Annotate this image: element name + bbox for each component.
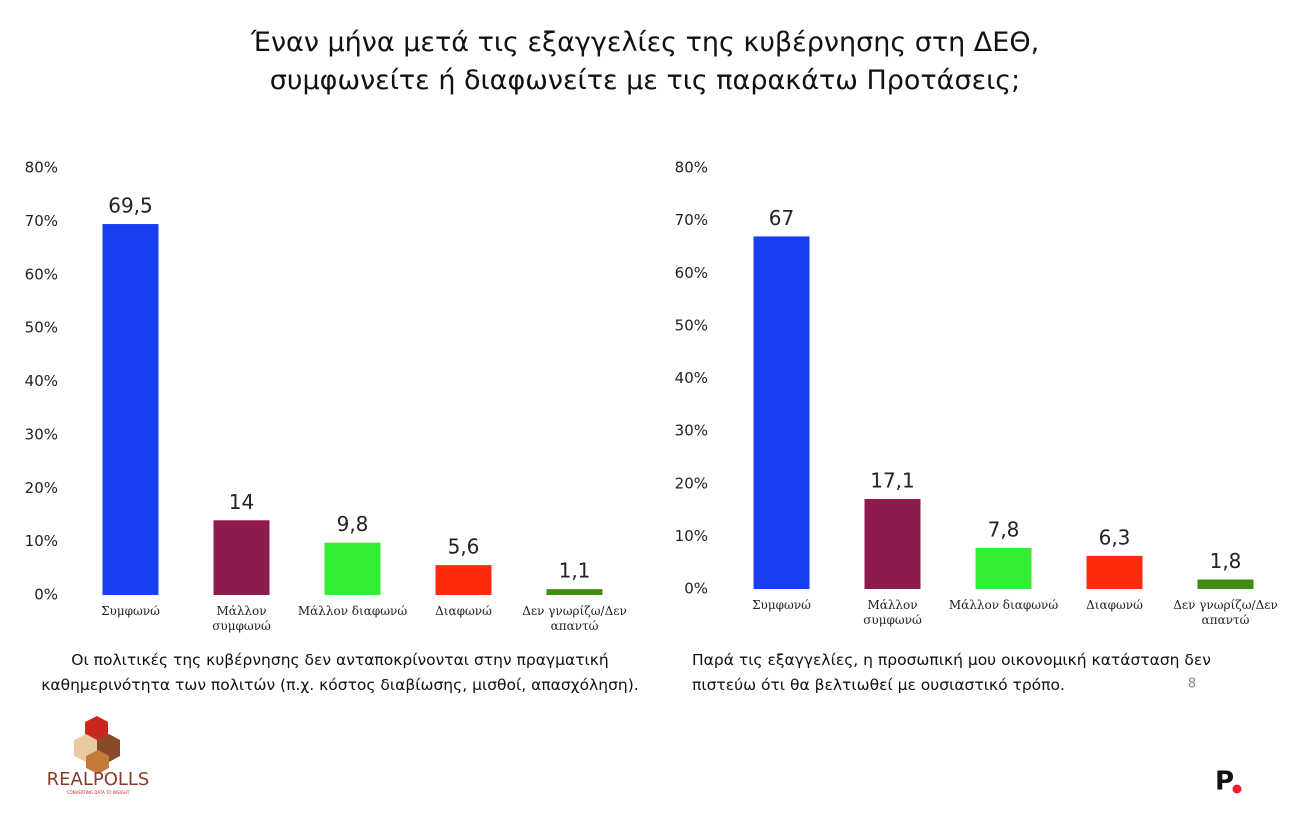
y-tick-label: 0% [684, 580, 708, 598]
y-tick-label: 50% [675, 316, 708, 334]
logo-name: REALPOLLS [47, 769, 150, 790]
value-label: 6,3 [1099, 525, 1131, 549]
bar [102, 224, 159, 595]
x-tick-label: Δεν γνωρίζω/Δεν απαντώ [1173, 598, 1278, 627]
value-label: 17,1 [870, 469, 915, 493]
y-tick-label: 50% [25, 319, 58, 337]
y-tick-label: 0% [34, 586, 58, 604]
chart-caption: Οι πολιτικές της κυβέρνησης δεν ανταποκρ… [41, 651, 639, 694]
y-tick-label: 60% [675, 264, 708, 282]
y-tick-label: 80% [675, 159, 708, 177]
value-label: 67 [769, 206, 794, 230]
realpolls-logo: REALPOLLS CONVERTING DATA TO INSIGHT [47, 716, 150, 795]
x-tick-label: Συμφωνώ [752, 598, 811, 612]
logo-tagline: CONVERTING DATA TO INSIGHT [67, 790, 130, 795]
brand-letter: P [1215, 767, 1234, 797]
x-tick-label: Μάλλον συμφωνώ [863, 598, 922, 627]
brand-dot [1232, 784, 1242, 794]
value-label: 5,6 [448, 535, 480, 559]
bar [864, 499, 921, 589]
x-tick-label: Δεν γνωρίζω/Δεν απαντώ [522, 604, 627, 633]
brand-logo: P [1215, 767, 1242, 797]
bar [1086, 555, 1143, 589]
value-label: 1,1 [559, 559, 591, 583]
bar [213, 520, 270, 595]
y-tick-label: 10% [675, 527, 708, 545]
value-label: 7,8 [988, 517, 1020, 541]
page-number: 8 [1188, 677, 1196, 692]
y-tick-label: 60% [25, 265, 58, 283]
slide-title: Έναν μήνα μετά τις εξαγγελίες της κυβέρν… [250, 27, 1040, 96]
bar [1197, 579, 1254, 589]
x-tick-label: Συμφωνώ [101, 604, 160, 618]
bar [975, 547, 1032, 589]
value-label: 1,8 [1210, 549, 1242, 573]
value-label: 9,8 [337, 512, 369, 536]
x-tick-label: Μάλλον διαφωνώ [948, 598, 1059, 612]
x-tick-label: Μάλλον διαφωνώ [297, 604, 408, 618]
y-tick-label: 70% [675, 211, 708, 229]
y-tick-label: 40% [675, 369, 708, 387]
bar [435, 565, 492, 595]
y-tick-label: 80% [25, 159, 58, 177]
x-tick-label: Διαφωνώ [1086, 598, 1143, 612]
y-tick-label: 40% [25, 372, 58, 390]
y-tick-label: 30% [25, 425, 58, 443]
bar [753, 236, 810, 589]
y-tick-label: 30% [675, 422, 708, 440]
y-tick-label: 20% [675, 474, 708, 492]
y-tick-label: 10% [25, 532, 58, 550]
y-tick-label: 70% [25, 212, 58, 230]
bar [324, 542, 381, 595]
chart-caption: Παρά τις εξαγγελίες, η προσωπική μου οικ… [692, 651, 1211, 694]
value-label: 14 [229, 490, 254, 514]
value-label: 69,5 [108, 194, 153, 218]
y-tick-label: 20% [25, 479, 58, 497]
bar [546, 589, 603, 595]
x-tick-label: Μάλλον συμφωνώ [212, 604, 271, 633]
x-tick-label: Διαφωνώ [435, 604, 492, 618]
